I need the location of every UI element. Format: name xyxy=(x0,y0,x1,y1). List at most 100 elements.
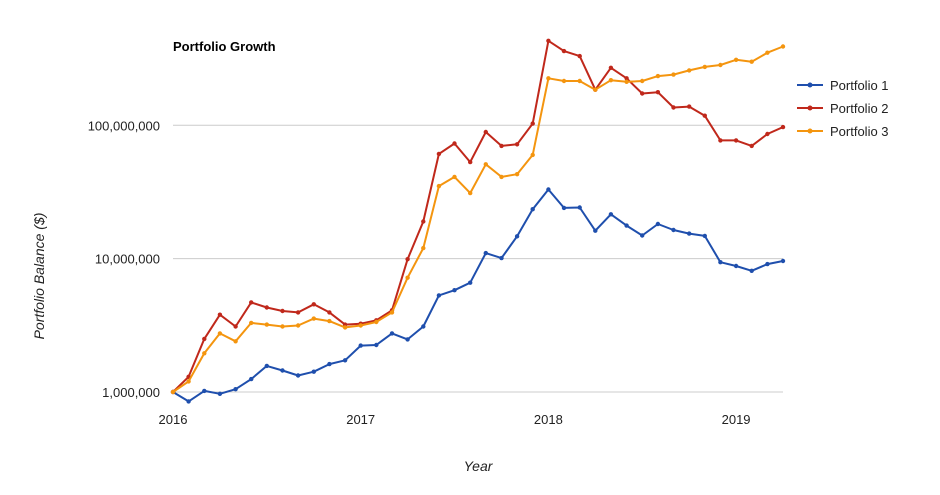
data-point xyxy=(436,151,442,157)
y-tick-label-2: 100,000,000 xyxy=(88,118,160,133)
data-point xyxy=(483,250,488,256)
data-point xyxy=(186,399,191,404)
data-point xyxy=(499,143,504,149)
data-point xyxy=(421,245,426,251)
data-point xyxy=(687,68,692,73)
data-point xyxy=(327,318,332,324)
data-point xyxy=(546,187,551,192)
data-point xyxy=(593,228,598,233)
data-point xyxy=(514,172,520,177)
data-point xyxy=(202,351,207,356)
data-point xyxy=(264,322,269,327)
data-point xyxy=(530,152,535,158)
series-3 xyxy=(170,44,786,395)
data-point xyxy=(311,316,316,321)
x-tick-label-1: 2017 xyxy=(346,412,375,427)
data-point xyxy=(233,387,238,392)
data-point xyxy=(327,310,332,315)
data-point xyxy=(608,65,614,71)
data-point xyxy=(468,190,473,196)
data-point xyxy=(671,105,676,110)
data-point xyxy=(499,255,504,261)
x-axis-ticks: 2016 2017 2018 2019 xyxy=(159,412,751,427)
data-point xyxy=(358,343,363,348)
y-tick-label-0: 1,000,000 xyxy=(102,385,160,400)
data-point xyxy=(233,339,238,344)
data-point xyxy=(655,73,661,79)
data-point xyxy=(436,293,442,298)
data-point xyxy=(295,373,301,378)
data-point xyxy=(249,300,254,305)
x-tick-label-2: 2018 xyxy=(534,412,563,427)
data-point xyxy=(671,72,676,77)
data-point xyxy=(561,78,567,84)
data-point xyxy=(389,331,395,336)
data-point xyxy=(718,138,723,143)
data-point xyxy=(733,138,739,143)
series-2 xyxy=(170,38,786,395)
gridlines xyxy=(173,124,783,393)
data-point xyxy=(170,389,176,395)
data-point xyxy=(749,268,754,273)
data-point xyxy=(624,79,629,85)
data-point xyxy=(280,308,285,314)
data-point xyxy=(640,91,645,96)
data-point xyxy=(671,227,676,233)
data-point xyxy=(765,261,770,267)
data-point xyxy=(342,325,348,330)
legend: Portfolio 1 Portfolio 2 Portfolio 3 xyxy=(797,78,889,139)
data-point xyxy=(452,141,457,146)
legend-item-2: Portfolio 2 xyxy=(797,101,889,116)
data-point xyxy=(718,260,723,265)
data-point xyxy=(358,323,363,328)
series-1 xyxy=(170,187,786,404)
data-point xyxy=(561,48,567,54)
data-point xyxy=(702,64,707,70)
series-line-2 xyxy=(172,39,784,393)
legend-label: Portfolio 3 xyxy=(830,124,889,139)
data-point xyxy=(468,159,473,165)
data-point xyxy=(499,174,504,180)
data-point xyxy=(249,320,254,326)
chart-title: Portfolio Growth xyxy=(173,39,276,54)
data-point xyxy=(593,87,598,92)
data-point xyxy=(405,257,410,262)
data-point xyxy=(702,113,707,118)
legend-swatch-dot xyxy=(807,82,813,88)
data-point xyxy=(655,221,661,227)
legend-label: Portfolio 2 xyxy=(830,101,889,116)
data-point xyxy=(280,324,285,329)
data-point xyxy=(640,233,645,238)
data-point xyxy=(342,358,348,363)
series-line-3 xyxy=(172,45,784,393)
data-point xyxy=(577,205,582,210)
data-point xyxy=(530,121,535,126)
data-point xyxy=(468,280,473,285)
data-point xyxy=(749,143,754,149)
data-point xyxy=(483,129,488,135)
data-point xyxy=(687,104,692,109)
data-point xyxy=(202,388,207,394)
y-tick-label-1: 10,000,000 xyxy=(95,252,160,267)
data-point xyxy=(264,305,269,310)
legend-swatch-dot xyxy=(807,128,813,134)
data-point xyxy=(780,124,786,130)
data-point xyxy=(702,233,707,239)
data-point xyxy=(186,379,191,384)
data-point xyxy=(765,131,770,137)
data-point xyxy=(530,207,535,212)
data-point xyxy=(687,231,692,236)
data-point xyxy=(249,376,254,382)
data-point xyxy=(217,312,223,317)
data-point xyxy=(765,50,770,55)
data-point xyxy=(405,275,410,280)
data-point xyxy=(514,142,520,147)
data-point xyxy=(405,337,410,342)
data-point xyxy=(655,90,661,95)
data-point xyxy=(624,76,629,81)
data-point xyxy=(452,174,457,180)
data-point xyxy=(608,212,614,217)
data-point xyxy=(389,310,395,315)
legend-swatch-dot xyxy=(807,105,813,111)
data-point xyxy=(624,223,629,228)
